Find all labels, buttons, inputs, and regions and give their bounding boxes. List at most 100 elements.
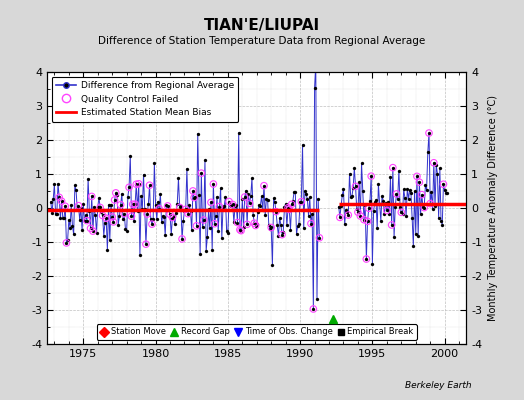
Quality Control Failed (168, 214, 177, 221)
Quality Control Failed (243, 221, 252, 228)
Quality Control Failed (211, 220, 219, 227)
Quality Control Failed (74, 202, 83, 209)
Quality Control Failed (278, 232, 286, 238)
Quality Control Failed (415, 179, 423, 185)
Difference from Regional Average (107, 238, 113, 243)
Difference from Regional Average (310, 306, 316, 311)
Quality Control Failed (426, 200, 434, 207)
Quality Control Failed (207, 199, 215, 206)
Quality Control Failed (112, 190, 120, 196)
Text: Berkeley Earth: Berkeley Earth (405, 381, 472, 390)
Quality Control Failed (363, 218, 372, 224)
Quality Control Failed (362, 256, 370, 262)
Quality Control Failed (190, 194, 198, 201)
Quality Control Failed (145, 182, 154, 188)
Difference from Regional Average (316, 235, 323, 240)
Quality Control Failed (102, 215, 111, 222)
Quality Control Failed (250, 220, 258, 226)
Line: Difference from Regional Average: Difference from Regional Average (49, 63, 321, 310)
Quality Control Failed (387, 222, 396, 228)
Quality Control Failed (96, 204, 104, 211)
Quality Control Failed (413, 173, 421, 180)
Quality Control Failed (284, 204, 292, 211)
Quality Control Failed (252, 222, 260, 229)
Quality Control Failed (354, 209, 362, 215)
Quality Control Failed (344, 212, 353, 218)
Quality Control Failed (336, 214, 344, 220)
Quality Control Failed (425, 130, 433, 136)
Quality Control Failed (272, 208, 280, 215)
Quality Control Failed (260, 182, 268, 189)
Quality Control Failed (120, 210, 128, 217)
Quality Control Failed (181, 206, 190, 212)
Quality Control Failed (236, 226, 244, 233)
Quality Control Failed (109, 219, 117, 225)
Difference from Regional Average (313, 62, 319, 66)
Quality Control Failed (89, 228, 97, 234)
Quality Control Failed (215, 203, 224, 210)
Quality Control Failed (237, 228, 245, 234)
Quality Control Failed (86, 225, 95, 232)
Quality Control Failed (99, 212, 107, 219)
Quality Control Failed (143, 211, 151, 217)
Quality Control Failed (189, 188, 197, 194)
Quality Control Failed (116, 202, 125, 208)
Quality Control Failed (307, 220, 315, 227)
Quality Control Failed (178, 236, 186, 242)
Quality Control Failed (148, 221, 156, 227)
Quality Control Failed (309, 306, 318, 312)
Quality Control Failed (397, 209, 406, 216)
Quality Control Failed (383, 207, 391, 214)
Quality Control Failed (367, 173, 375, 179)
Text: TIAN'E/LIUPAI: TIAN'E/LIUPAI (204, 18, 320, 33)
Quality Control Failed (55, 194, 63, 200)
Quality Control Failed (209, 181, 217, 187)
Quality Control Failed (315, 234, 324, 241)
Legend: Station Move, Record Gap, Time of Obs. Change, Empirical Break: Station Move, Record Gap, Time of Obs. C… (96, 324, 417, 340)
Quality Control Failed (111, 197, 119, 203)
Quality Control Failed (166, 211, 174, 218)
Quality Control Failed (155, 206, 163, 212)
Quality Control Failed (351, 183, 359, 190)
Quality Control Failed (418, 192, 426, 198)
Quality Control Failed (163, 203, 172, 209)
Difference from Regional Average (68, 203, 74, 208)
Quality Control Failed (131, 201, 139, 208)
Quality Control Failed (132, 181, 140, 188)
Quality Control Failed (58, 198, 66, 204)
Quality Control Failed (233, 219, 242, 226)
Quality Control Failed (365, 205, 373, 212)
Quality Control Failed (392, 191, 401, 197)
Quality Control Failed (83, 218, 91, 224)
Quality Control Failed (389, 164, 397, 171)
Quality Control Failed (135, 180, 143, 187)
Quality Control Failed (288, 201, 296, 208)
Quality Control Failed (62, 240, 71, 246)
Quality Control Failed (360, 216, 368, 223)
Quality Control Failed (200, 217, 208, 223)
Quality Control Failed (439, 181, 447, 188)
Quality Control Failed (127, 213, 136, 220)
Quality Control Failed (125, 184, 133, 190)
Quality Control Failed (128, 201, 137, 208)
Quality Control Failed (108, 214, 116, 220)
Difference from Regional Average (309, 212, 315, 217)
Y-axis label: Monthly Temperature Anomaly Difference (°C): Monthly Temperature Anomaly Difference (… (488, 95, 498, 321)
Quality Control Failed (420, 204, 429, 211)
Quality Control Failed (176, 204, 184, 211)
Quality Control Failed (141, 241, 150, 247)
Quality Control Failed (297, 198, 305, 205)
Quality Control Failed (356, 213, 365, 219)
Quality Control Failed (241, 194, 249, 200)
Text: Difference of Station Temperature Data from Regional Average: Difference of Station Temperature Data f… (99, 36, 425, 46)
Quality Control Failed (225, 198, 233, 205)
Difference from Regional Average (214, 194, 220, 199)
Quality Control Failed (430, 160, 438, 166)
Quality Control Failed (245, 200, 254, 206)
Quality Control Failed (285, 206, 293, 212)
Quality Control Failed (228, 201, 237, 208)
Quality Control Failed (267, 224, 276, 231)
Quality Control Failed (197, 170, 205, 176)
Difference from Regional Average (191, 195, 197, 200)
Difference from Regional Average (48, 200, 54, 204)
